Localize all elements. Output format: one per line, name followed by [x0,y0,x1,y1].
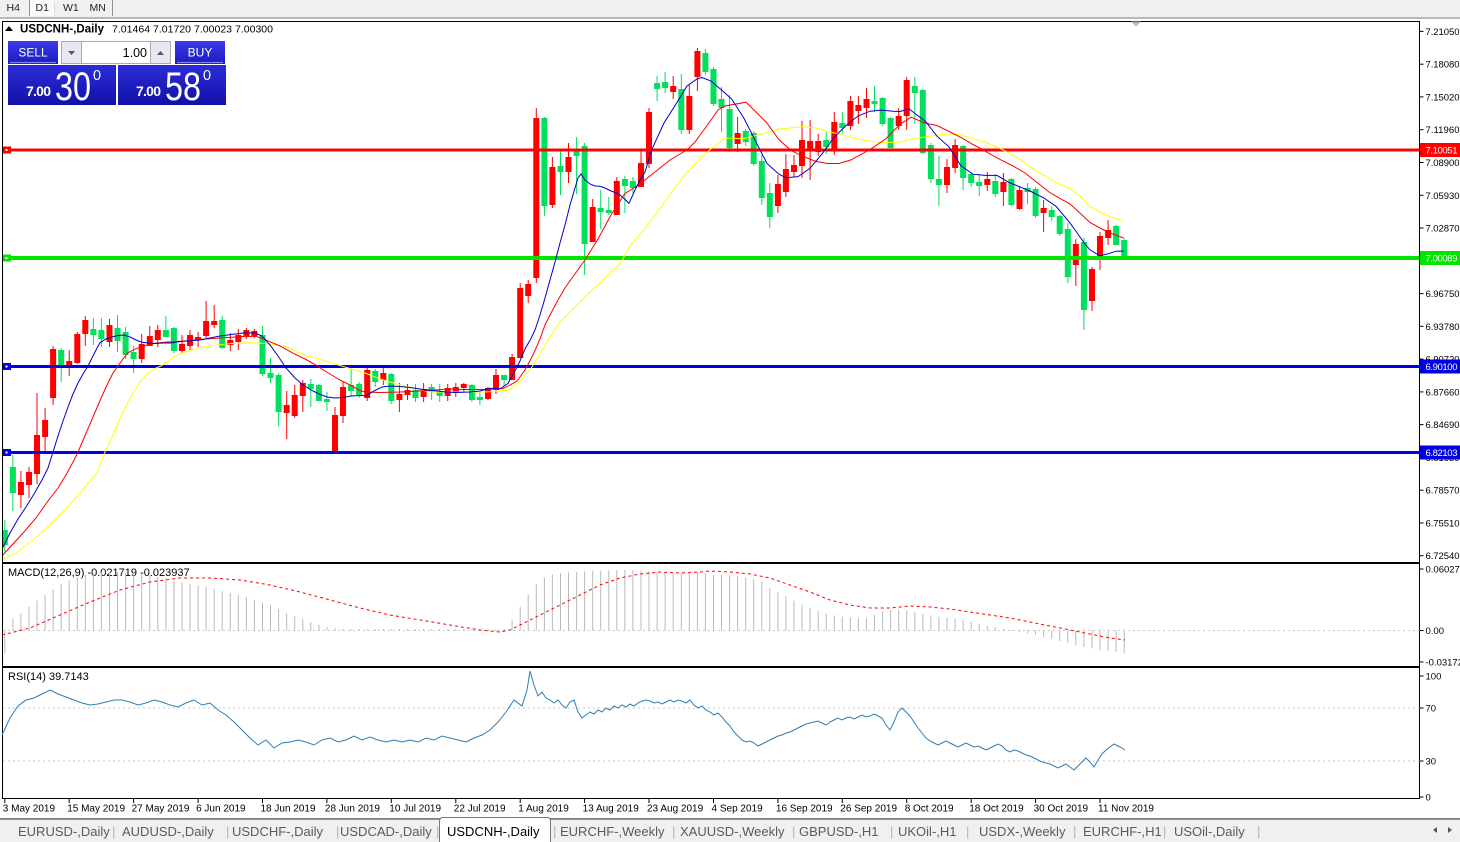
svg-text:USDCHF-,Daily: USDCHF-,Daily [232,824,324,839]
svg-text:UKOil-,H1: UKOil-,H1 [898,824,957,839]
svg-text:RSI(14) 39.7143: RSI(14) 39.7143 [8,671,89,683]
svg-text:13 Aug 2019: 13 Aug 2019 [583,804,640,815]
svg-text:6.93780: 6.93780 [1426,322,1460,333]
svg-text:18 Oct 2019: 18 Oct 2019 [969,804,1024,815]
svg-text:27 May 2019: 27 May 2019 [132,804,190,815]
svg-text:7.00089: 7.00089 [1426,254,1458,265]
svg-text:|: | [226,824,229,839]
svg-text:7.18080: 7.18080 [1426,60,1460,71]
svg-text:7.21050: 7.21050 [1426,27,1460,38]
svg-text:30: 30 [1426,757,1437,768]
svg-text:|: | [553,824,556,839]
svg-text:23 Aug 2019: 23 Aug 2019 [647,804,704,815]
svg-text:|: | [1073,824,1076,839]
svg-text:USDX-,Weekly: USDX-,Weekly [979,824,1066,839]
svg-text:MN: MN [90,2,106,14]
svg-text:58: 58 [165,65,201,109]
svg-text:1 Aug 2019: 1 Aug 2019 [518,804,569,815]
svg-text:|: | [1163,824,1166,839]
svg-text:28 Jun 2019: 28 Jun 2019 [325,804,380,815]
svg-text:7.08900: 7.08900 [1426,158,1460,169]
svg-text:6.87660: 6.87660 [1426,387,1460,398]
svg-text:1.00: 1.00 [123,46,147,60]
svg-text:AUDUSD-,Daily: AUDUSD-,Daily [122,824,214,839]
svg-text:H4: H4 [7,2,21,14]
svg-text:7.05930: 7.05930 [1426,191,1460,202]
svg-text:|: | [792,824,795,839]
svg-text:6.90100: 6.90100 [1426,362,1458,373]
svg-text:W1: W1 [63,2,79,14]
svg-text:0: 0 [1426,793,1431,804]
svg-text:6.78570: 6.78570 [1426,486,1460,497]
svg-text:6.75510: 6.75510 [1426,519,1460,530]
svg-text:|: | [890,824,893,839]
svg-text:|: | [436,824,439,839]
svg-text:10 Jul 2019: 10 Jul 2019 [389,804,441,815]
svg-text:70: 70 [1426,704,1437,715]
svg-text:|: | [112,824,115,839]
svg-text:MACD(12,26,9) -0.021719 -0.023: MACD(12,26,9) -0.021719 -0.023937 [8,567,190,579]
svg-text:EURUSD-,Daily: EURUSD-,Daily [18,824,110,839]
svg-text:USOil-,Daily: USOil-,Daily [1174,824,1245,839]
svg-text:4 Sep 2019: 4 Sep 2019 [712,804,764,815]
svg-text:30 Oct 2019: 30 Oct 2019 [1034,804,1089,815]
svg-text:SELL: SELL [18,46,48,60]
svg-text:|: | [336,824,339,839]
svg-text:8 Oct 2019: 8 Oct 2019 [905,804,954,815]
svg-text:15 May 2019: 15 May 2019 [67,804,125,815]
svg-text:7.00: 7.00 [26,83,51,99]
svg-text:6.72540: 6.72540 [1426,551,1460,562]
svg-text:BUY: BUY [188,46,213,60]
svg-text:0.00: 0.00 [1426,626,1445,637]
svg-text:0: 0 [203,68,211,84]
svg-text:GBPUSD-,H1: GBPUSD-,H1 [799,824,878,839]
svg-text:7.02870: 7.02870 [1426,224,1460,235]
svg-text:11 Nov 2019: 11 Nov 2019 [1098,804,1154,815]
svg-text:30: 30 [55,65,91,109]
svg-text:100: 100 [1426,672,1442,683]
svg-text:EURCHF-,H1: EURCHF-,H1 [1083,824,1162,839]
svg-text:EURCHF-,Weekly: EURCHF-,Weekly [560,824,665,839]
svg-text:7.11960: 7.11960 [1426,125,1460,136]
svg-text:22 Jul 2019: 22 Jul 2019 [454,804,506,815]
svg-text:0.060273: 0.060273 [1426,565,1460,576]
svg-text:6.82103: 6.82103 [1426,448,1458,459]
svg-text:7.01464 7.01720 7.00023 7.0030: 7.01464 7.01720 7.00023 7.00300 [112,24,273,36]
svg-text:|: | [966,824,969,839]
svg-text:|: | [1257,824,1260,839]
svg-text:USDCNH-,Daily: USDCNH-,Daily [20,24,105,36]
svg-text:6.96750: 6.96750 [1426,289,1460,300]
svg-text:7.15020: 7.15020 [1426,92,1460,103]
svg-text:USDCAD-,Daily: USDCAD-,Daily [340,824,432,839]
svg-text:6 Jun 2019: 6 Jun 2019 [196,804,246,815]
svg-text:XAUUSD-,Weekly: XAUUSD-,Weekly [680,824,785,839]
svg-text:3 May 2019: 3 May 2019 [3,804,56,815]
svg-text:USDCNH-,Daily: USDCNH-,Daily [447,824,540,839]
svg-text:|: | [672,824,675,839]
svg-text:7.00: 7.00 [136,83,161,99]
svg-text:26 Sep 2019: 26 Sep 2019 [840,804,897,815]
svg-text:16 Sep 2019: 16 Sep 2019 [776,804,833,815]
svg-text:0: 0 [93,68,101,84]
svg-text:18 Jun 2019: 18 Jun 2019 [261,804,316,815]
svg-text:6.84690: 6.84690 [1426,420,1460,431]
svg-text:7.10051: 7.10051 [1426,146,1458,157]
svg-text:-0.03172: -0.03172 [1426,658,1460,669]
svg-text:D1: D1 [36,2,50,14]
